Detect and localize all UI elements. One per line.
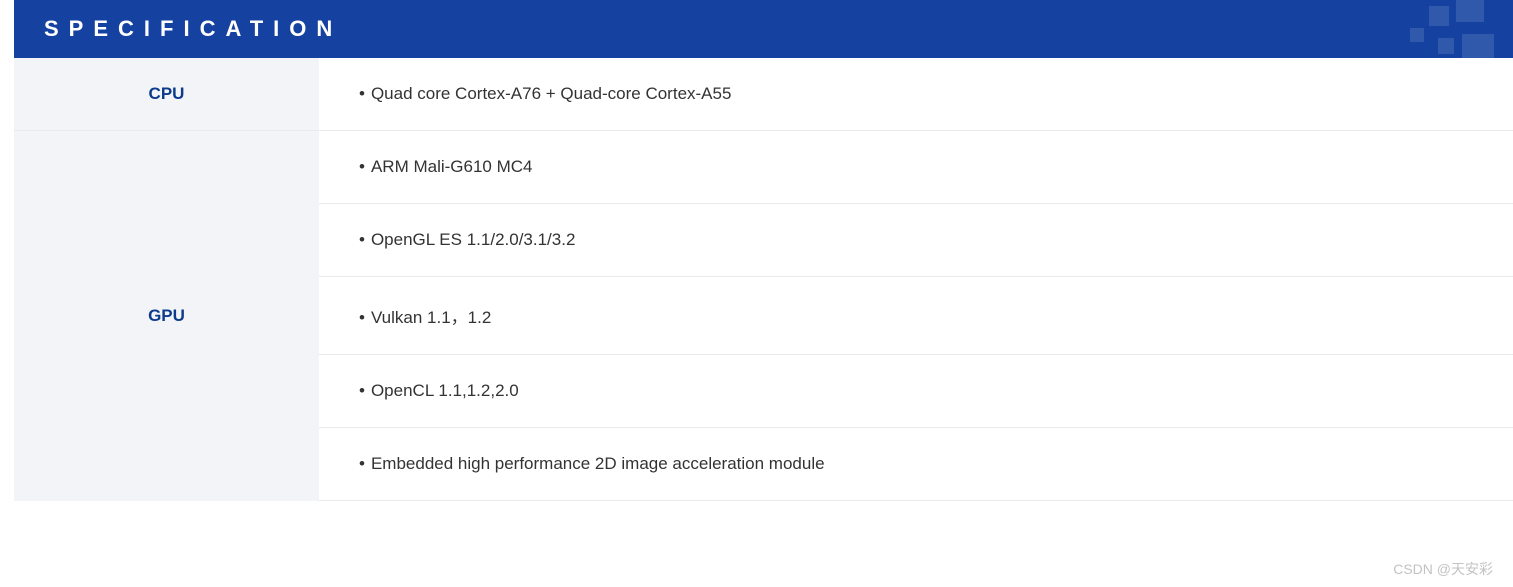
spec-header-title: SPECIFICATION — [44, 16, 342, 41]
spec-value-cell: • OpenCL 1.1,1.2,2.0 — [319, 355, 1513, 428]
spec-table-body: CPU • Quad core Cortex-A76 + Quad-core Cor… — [14, 58, 1513, 501]
spec-value-text: ARM Mali-G610 MC4 — [371, 157, 533, 176]
bullet-icon: • — [359, 230, 365, 249]
bullet-icon: • — [359, 454, 365, 473]
spec-container: SPECIFICATION CPU • Quad core Cortex-A76 +… — [14, 0, 1513, 501]
watermark-text: CSDN @天安彩 — [1393, 559, 1493, 579]
bullet-icon: • — [359, 381, 365, 400]
table-row: CPU • Quad core Cortex-A76 + Quad-core Cor… — [14, 58, 1513, 131]
bullet-icon: • — [359, 84, 365, 103]
spec-label-cpu: CPU — [14, 58, 319, 131]
spec-value-cell: • ARM Mali-G610 MC4 — [319, 131, 1513, 204]
spec-label-gpu: GPU — [14, 131, 319, 501]
spec-value-cell: • OpenGL ES 1.1/2.0/3.1/3.2 — [319, 204, 1513, 277]
bullet-icon: • — [359, 157, 365, 176]
spec-value-text: OpenCL 1.1,1.2,2.0 — [371, 381, 519, 400]
spec-value-cell: • Vulkan 1.1，1.2 — [319, 277, 1513, 355]
spec-value-cell: • Embedded high performance 2D image acce… — [319, 428, 1513, 501]
spec-value-text: Embedded high performance 2D image accel… — [371, 454, 825, 473]
table-row: GPU•ARM Mali-G610 MC4 — [14, 131, 1513, 204]
header-decoration-icon — [1344, 0, 1494, 58]
spec-value-cell: • Quad core Cortex-A76 + Quad-core Cortex… — [319, 58, 1513, 131]
bullet-icon: • — [359, 308, 365, 327]
spec-value-text: Quad core Cortex-A76 + Quad-core Cortex-… — [371, 84, 731, 103]
spec-table: CPU • Quad core Cortex-A76 + Quad-core Cor… — [14, 58, 1513, 501]
spec-value-text: OpenGL ES 1.1/2.0/3.1/3.2 — [371, 230, 575, 249]
spec-header: SPECIFICATION — [14, 0, 1513, 58]
spec-value-text: Vulkan 1.1，1.2 — [371, 308, 491, 327]
